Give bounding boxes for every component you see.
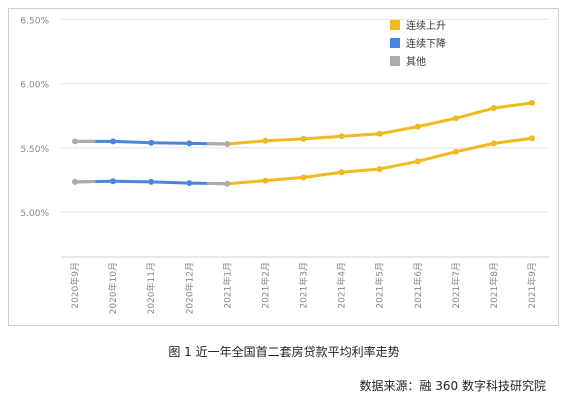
x-tick-label: 2020年9月 xyxy=(69,262,81,309)
series-2-segment xyxy=(340,167,382,174)
x-tick-label: 2021年9月 xyxy=(526,262,538,309)
legend-label: 连续下降 xyxy=(406,37,446,50)
x-tick-label: 2021年6月 xyxy=(412,262,424,309)
series-1-segment xyxy=(416,116,458,129)
x-tick-label: 2020年11月 xyxy=(145,262,157,314)
data-source: 数据来源：融 360 数字科技研究院 xyxy=(359,379,546,393)
series-1-segment xyxy=(302,134,344,141)
series-1-point xyxy=(110,138,117,145)
x-tick-label: 2020年12月 xyxy=(183,262,195,314)
series-1-point xyxy=(338,133,345,140)
series-2-point xyxy=(376,166,383,173)
legend-label: 其他 xyxy=(406,55,426,68)
y-tick-label: 5.00% xyxy=(20,209,49,219)
series-2-segment xyxy=(492,136,534,145)
series-2-segment xyxy=(111,179,153,184)
series-2-segment xyxy=(416,150,458,163)
series-1-point xyxy=(262,137,269,144)
series-2-point xyxy=(148,178,155,185)
series-1-point xyxy=(224,140,231,147)
series-1-point xyxy=(452,115,459,122)
x-tick-label: 2021年2月 xyxy=(259,262,271,309)
legend-swatch-up xyxy=(390,20,400,30)
series-1-segment xyxy=(149,141,191,145)
series-1-point xyxy=(148,139,155,146)
line-chart: 5.00% 5.50% 6.00% 6.50% 2020年9月 2020年10月 2020年… xyxy=(20,16,549,314)
series-2-point xyxy=(186,180,193,187)
series-2-point xyxy=(490,140,497,147)
x-tick-label: 2021年8月 xyxy=(488,262,500,309)
series-1-segment xyxy=(340,132,382,138)
series-1-segment xyxy=(111,139,153,145)
series-2-point xyxy=(110,178,117,185)
legend-swatch-down xyxy=(390,38,400,48)
series-1-point xyxy=(529,99,535,106)
series-2-point xyxy=(300,174,307,181)
x-tick-label: 2020年10月 xyxy=(107,262,119,314)
series-2-segment xyxy=(149,180,191,185)
series-2-segment xyxy=(454,141,496,154)
series-1-point xyxy=(490,105,497,112)
series-2-segment xyxy=(225,179,267,186)
x-tick-label: 2021年1月 xyxy=(221,262,233,309)
series-1-point xyxy=(300,135,307,142)
series-1-segment xyxy=(492,101,534,110)
series-1-point xyxy=(186,140,193,147)
series-1-point xyxy=(414,123,421,130)
series-2-point xyxy=(452,148,459,155)
series-2-point xyxy=(72,178,78,185)
y-tick-label: 5.50% xyxy=(20,145,49,155)
series-2-point xyxy=(414,158,421,165)
legend-label: 连续上升 xyxy=(406,19,446,32)
series-1-segment xyxy=(454,106,496,120)
series-2-point xyxy=(529,135,535,142)
series-2-point xyxy=(224,180,231,187)
y-tick-label: 6.50% xyxy=(20,16,49,26)
x-tick-label: 2021年3月 xyxy=(298,262,310,309)
series-2-segment xyxy=(263,175,305,183)
series-1-segment xyxy=(378,125,420,136)
y-tick-label: 6.00% xyxy=(20,81,49,91)
legend-swatch-other xyxy=(390,56,400,66)
x-tick-label: 2021年4月 xyxy=(336,262,348,309)
x-tick-label: 2021年5月 xyxy=(374,262,386,309)
series-1-segment xyxy=(263,137,305,143)
series-1-point xyxy=(72,138,78,145)
series-2-segment xyxy=(378,159,420,171)
series-2-segment xyxy=(302,170,344,179)
series-1-segment xyxy=(225,139,267,146)
series-1-point xyxy=(376,130,383,137)
series-2-point xyxy=(338,169,345,176)
chart-frame: 5.00% 5.50% 6.00% 6.50% 2020年9月 2020年10月 2020年… xyxy=(8,8,559,326)
figure-caption: 图 1 近一年全国首二套房贷款平均利率走势 xyxy=(168,345,400,359)
x-tick-label: 2021年7月 xyxy=(450,262,462,309)
series-2-point xyxy=(262,177,269,184)
